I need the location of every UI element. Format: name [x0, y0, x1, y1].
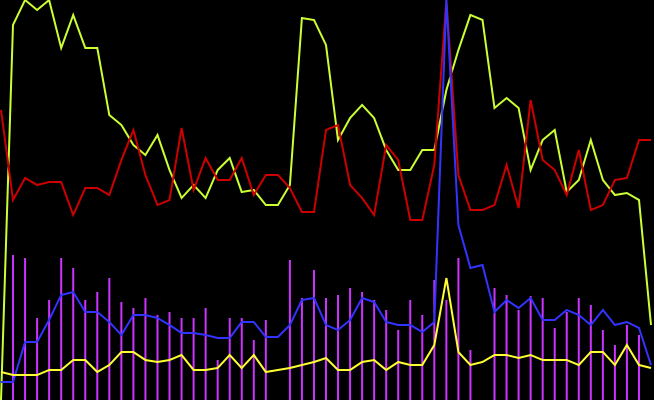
bar [144, 298, 147, 400]
bar [48, 300, 51, 400]
bar [337, 295, 340, 400]
bar [613, 345, 616, 400]
bar [96, 292, 99, 400]
bar [625, 325, 628, 400]
bar [24, 258, 27, 400]
bar [637, 335, 640, 400]
bar [108, 278, 111, 400]
bar [156, 315, 159, 400]
bar [84, 300, 87, 400]
bar [252, 340, 255, 400]
bar [240, 318, 243, 400]
bar [565, 312, 568, 400]
bar [553, 328, 556, 400]
line [0, 0, 651, 221]
bar [168, 312, 171, 400]
bar [373, 300, 376, 400]
bar [192, 318, 195, 400]
bar [493, 288, 496, 400]
bar [601, 330, 604, 400]
bar [385, 310, 388, 400]
bar [264, 320, 267, 400]
bar [421, 315, 424, 400]
bar [60, 258, 63, 400]
bar [409, 300, 412, 400]
bar [505, 295, 508, 400]
bar [204, 308, 207, 400]
bar [300, 298, 303, 400]
bar [361, 292, 364, 400]
bar [36, 318, 39, 400]
bar [180, 318, 183, 400]
bar [457, 258, 460, 400]
bar [469, 350, 472, 400]
bar [541, 298, 544, 400]
bar [312, 270, 315, 400]
bar [216, 360, 219, 400]
bar [12, 255, 15, 400]
line [0, 277, 652, 376]
bar [228, 318, 231, 400]
bar [397, 330, 400, 400]
bar [349, 288, 352, 400]
bar [325, 298, 327, 400]
bar [288, 260, 291, 400]
bar [577, 298, 580, 400]
bar [529, 296, 532, 400]
bar [132, 308, 135, 400]
bar [517, 310, 520, 400]
bar [72, 268, 75, 400]
bar [445, 300, 448, 400]
line [1, 0, 652, 383]
